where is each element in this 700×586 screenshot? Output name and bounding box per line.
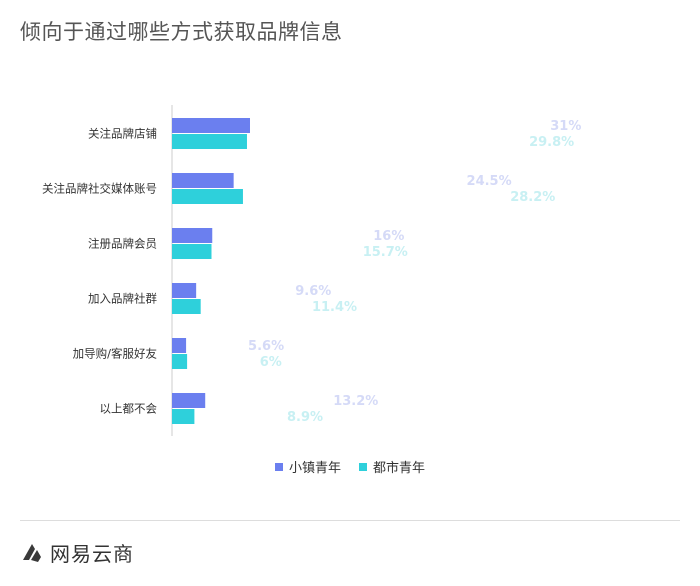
bar-small-town [172,393,206,408]
footer-brand: 网易云商 [20,538,134,567]
category-label: 以上都不会 [100,402,158,416]
legend-swatch-icon [274,462,283,471]
category-label: 关注品牌社交媒体账号 [42,182,157,196]
bar-small-town [172,118,250,133]
category-label: 关注品牌店铺 [88,127,157,141]
data-label: 31% [550,119,581,134]
data-label: 15.7% [363,245,408,260]
category-label: 加导购/客服好友 [73,347,158,361]
bar-urban [172,409,195,424]
data-label: 29.8% [529,135,574,150]
data-label: 8.9% [287,410,323,425]
data-label: 24.5% [467,174,512,189]
netease-yunshang-logo-icon [23,543,41,562]
bar-small-town [172,173,234,188]
legend-item-series-1[interactable]: 都市青年 [359,457,425,476]
bar-small-town [172,338,187,353]
bar-chart: 关注品牌店铺 31%29.8% 关注品牌社交媒体账号 24.5%28.2% 注册品牌会员… [42,105,581,436]
data-label: 28.2% [510,190,555,205]
bar-urban [172,244,212,259]
data-label: 11.4% [312,300,357,315]
data-label: 9.6% [295,284,331,299]
legend-label: 都市青年 [373,461,426,476]
legend-swatch-icon [359,462,367,471]
bar-urban [172,134,247,149]
category-label: 注册品牌会员 [88,237,157,251]
bar-urban [172,189,243,204]
footer-divider [20,520,680,521]
data-label: 13.2% [333,394,378,409]
chart-title: 倾向于通过哪些方式获取品牌信息 [20,20,343,44]
legend-label: 小镇青年 [288,461,341,476]
bar-small-town [172,283,197,298]
data-label: 6% [260,355,282,370]
footer-brand-name: 网易云商 [50,542,134,566]
legend-item-series-0[interactable]: 小镇青年 [274,457,341,476]
bar-small-town [172,228,213,243]
legend: 小镇青年 都市青年 [0,457,700,476]
bar-urban [172,299,201,314]
data-label: 5.6% [248,339,284,354]
bar-urban [172,354,188,369]
data-label: 16% [373,229,404,244]
category-label: 加入品牌社群 [88,292,157,306]
